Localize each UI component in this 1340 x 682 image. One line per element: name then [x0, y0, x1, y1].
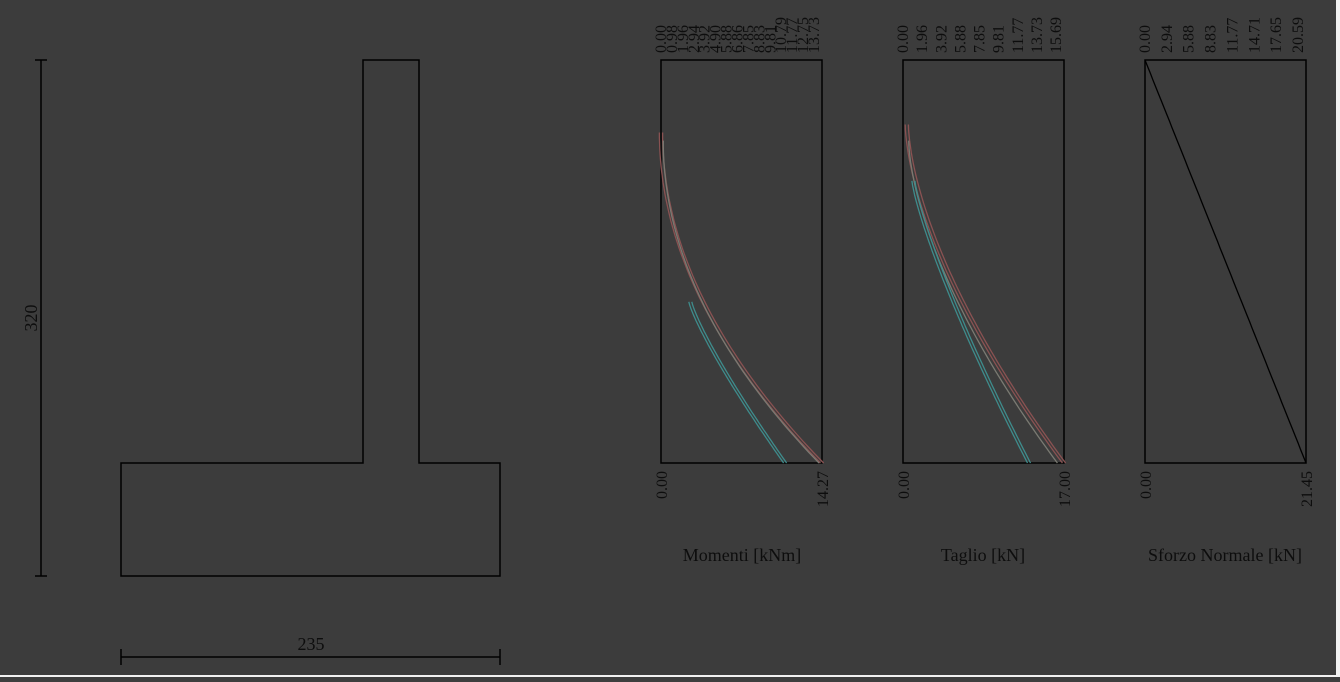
right-edge-border	[1336, 0, 1340, 677]
momenti-top-tick-label: 12.75	[795, 17, 812, 53]
taglio-curve-1	[904, 124, 1063, 464]
base-dimension	[120, 649, 501, 665]
height-dimension-label: 320	[21, 305, 41, 332]
momenti-top-tick-label: 10.79	[773, 17, 790, 53]
taglio-top-tick-label: 15.69	[1048, 17, 1065, 53]
sforzo-top-tick-label: 17.65	[1268, 17, 1285, 53]
taglio-top-tick-label: 1.96	[914, 25, 931, 53]
momenti-curve-3	[691, 301, 788, 464]
sforzo-top-tick-label: 5.88	[1181, 25, 1198, 53]
momenti-curve-0	[661, 132, 825, 464]
taglio-curve-3	[914, 180, 1032, 464]
momenti-bottom-tick-label: 14.27	[815, 471, 832, 507]
momenti-top-tick-label: 6.86	[730, 25, 747, 53]
momenti-curve-4	[688, 301, 785, 464]
taglio-title-unit: [kN]	[991, 545, 1025, 565]
momenti-top-tick-label: 0.00	[653, 25, 670, 53]
taglio-top-tick-label: 0.00	[895, 25, 912, 53]
base-dimension-label: 235	[298, 634, 325, 654]
momenti-top-tick-label: 2.94	[686, 25, 703, 53]
sforzo-normale-panel: 0.00 2.94 5.88 8.83 11.77 14.71 17.65 20.59 0.00…	[1137, 17, 1316, 565]
taglio-top-tick-label: 11.77	[1010, 18, 1027, 53]
sforzo-curve-0	[1144, 59, 1307, 464]
momenti-title-main: Momenti	[683, 545, 754, 565]
momenti-title: Momenti [kNm]	[683, 545, 802, 565]
sforzo-top-tick-label: 0.00	[1137, 25, 1154, 53]
sforzo-title-unit: [kN]	[1268, 545, 1302, 565]
sforzo-top-tick-label: 2.94	[1159, 25, 1176, 53]
taglio-bottom-tick-label: 0.00	[896, 471, 913, 499]
sforzo-title: Sforzo Normale [kN]	[1148, 545, 1302, 565]
wall-outline	[120, 59, 501, 577]
momenti-top-tick-label: 3.92	[697, 25, 714, 53]
momenti-top-tick-label: 7.85	[740, 25, 757, 53]
taglio-top-tick-label: 5.88	[952, 25, 969, 53]
momenti-top-tick-label: 5.88	[719, 25, 736, 53]
height-dimension	[35, 59, 47, 577]
momenti-top-tick-label: 13.73	[806, 17, 823, 53]
momenti-top-tick-label: 4.90	[708, 25, 725, 53]
taglio-bottom-tick-label: 17.00	[1057, 471, 1074, 507]
sforzo-top-tick-label: 14.71	[1246, 17, 1263, 53]
bottom-edge-border	[0, 675, 1340, 677]
taglio-curve-2	[908, 140, 1058, 464]
taglio-frame	[902, 59, 1065, 464]
taglio-curve-4	[911, 180, 1029, 464]
momenti-curve-1	[658, 132, 821, 464]
sforzo-title-main: Sforzo Normale	[1148, 545, 1268, 565]
sforzo-bottom-tick-label: 21.45	[1299, 471, 1316, 507]
momenti-frame	[660, 59, 823, 464]
momenti-top-tick-label: 8.83	[751, 25, 768, 53]
taglio-top-tick-label: 9.81	[991, 25, 1008, 53]
momenti-curve-2	[662, 140, 820, 464]
sforzo-frame	[1144, 59, 1307, 464]
sforzo-top-tick-label: 11.77	[1224, 18, 1241, 53]
momenti-panel: 0.000.981.962.943.924.905.886.867.858.83…	[653, 17, 832, 565]
taglio-top-tick-label: 7.85	[972, 25, 989, 53]
taglio-panel: 0.00 1.96 3.92 5.88 7.85 9.81 11.77 13.73 15.690…	[895, 17, 1074, 565]
taglio-title-main: Taglio	[941, 545, 991, 565]
taglio-title: Taglio [kN]	[941, 545, 1025, 565]
taglio-curve-0	[907, 124, 1067, 464]
momenti-top-tick-label: 11.77	[784, 18, 801, 53]
taglio-top-tick-label: 3.92	[933, 25, 950, 53]
sforzo-top-tick-label: 20.59	[1290, 17, 1307, 53]
momenti-top-tick-label: 9.81	[762, 25, 779, 53]
sforzo-bottom-tick-label: 0.00	[1138, 471, 1155, 499]
momenti-top-tick-label: 1.96	[675, 25, 692, 53]
momenti-top-tick-label: 0.98	[664, 25, 681, 53]
taglio-top-tick-label: 13.73	[1029, 17, 1046, 53]
momenti-title-unit: [kNm]	[753, 545, 801, 565]
momenti-bottom-tick-label: 0.00	[654, 471, 671, 499]
sforzo-top-tick-label: 8.83	[1203, 25, 1220, 53]
